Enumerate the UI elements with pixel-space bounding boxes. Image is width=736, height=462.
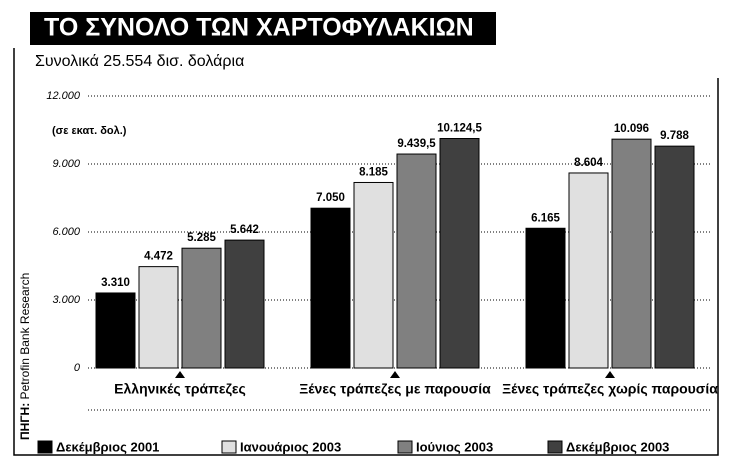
legend-label: Δεκέμβριος 2001: [56, 439, 159, 454]
bar: [138, 266, 179, 369]
bar: [611, 138, 652, 369]
source: ΠΗΓΗ: Petrofin Bank Research: [18, 273, 32, 440]
unit-note: (σε εκατ. δολ.): [52, 125, 127, 137]
x-tick-label: Ξένες τράπεζες χωρίς παρουσία: [502, 381, 718, 397]
legend-swatch: [547, 440, 563, 454]
chart-subtitle: Συνολικά 25.554 δισ. δολάρια: [35, 53, 244, 70]
bar: [310, 207, 351, 369]
y-tick-label: 12.000: [46, 90, 81, 102]
legend-label: Δεκέμβριος 2003: [566, 439, 669, 454]
legend-swatch: [397, 440, 413, 454]
y-tick-label: 0: [74, 362, 81, 374]
source-label: ΠΗΓΗ:: [18, 403, 32, 440]
bar: [654, 145, 695, 369]
value-label: 6.165: [531, 212, 560, 224]
bar: [568, 172, 609, 369]
bar: [181, 247, 222, 369]
value-label: 5.642: [230, 224, 259, 236]
title-box: [30, 12, 496, 45]
category-marker: [390, 371, 400, 378]
bar: [224, 239, 265, 369]
chart-title: ΤΟ ΣΥΝΟΛΟ ΤΩΝ ΧΑΡΤΟΦΥΛΑΚΙΩΝ: [44, 14, 474, 42]
value-label: 3.310: [101, 277, 130, 289]
category-marker: [175, 371, 185, 378]
value-label: 8.185: [359, 167, 388, 179]
value-label: 9.788: [660, 130, 689, 142]
source-text: Petrofin Bank Research: [18, 273, 32, 400]
x-tick-label: Ξένες τράπεζες με παρουσία: [299, 381, 491, 397]
value-label: 7.050: [316, 192, 345, 204]
legend-swatch: [221, 440, 237, 454]
category-marker: [605, 371, 615, 378]
bar: [439, 138, 480, 369]
bar: [396, 153, 437, 369]
value-label: 10.096: [614, 123, 649, 135]
frame: [13, 48, 719, 456]
legend-label: Ιανουάριος 2003: [240, 439, 341, 454]
bar: [353, 181, 394, 369]
value-label: 9.439,5: [397, 138, 436, 150]
y-tick-label: 9.000: [52, 158, 80, 170]
value-label: 8.604: [574, 157, 603, 169]
y-tick-label: 6.000: [52, 226, 80, 238]
bar: [525, 227, 566, 369]
value-label: 5.285: [187, 232, 216, 244]
value-label: 4.472: [144, 251, 173, 263]
y-tick-label: 3.000: [52, 294, 80, 306]
legend-label: Ιούνιος 2003: [416, 439, 493, 454]
legend-swatch: [37, 440, 53, 454]
value-label: 10.124,5: [437, 123, 482, 135]
x-tick-label: Ελληνικές τράπεζες: [114, 381, 246, 397]
bar: [95, 292, 136, 369]
